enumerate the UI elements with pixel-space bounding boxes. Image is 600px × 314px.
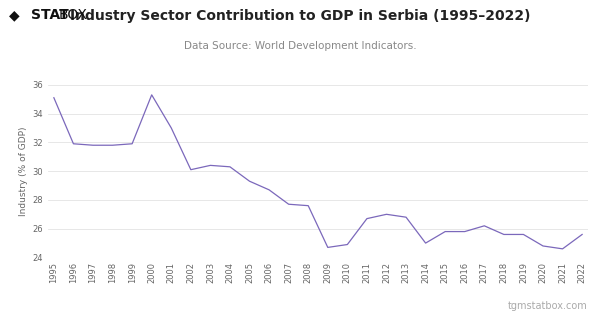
Text: tgmstatbox.com: tgmstatbox.com [508,301,588,311]
Text: ◆: ◆ [9,8,20,22]
Text: BOX: BOX [58,8,87,22]
Text: Data Source: World Development Indicators.: Data Source: World Development Indicator… [184,41,416,51]
Y-axis label: Industry (% of GDP): Industry (% of GDP) [19,126,28,216]
Text: Industry Sector Contribution to GDP in Serbia (1995–2022): Industry Sector Contribution to GDP in S… [70,9,530,24]
Text: STAT: STAT [31,8,69,22]
